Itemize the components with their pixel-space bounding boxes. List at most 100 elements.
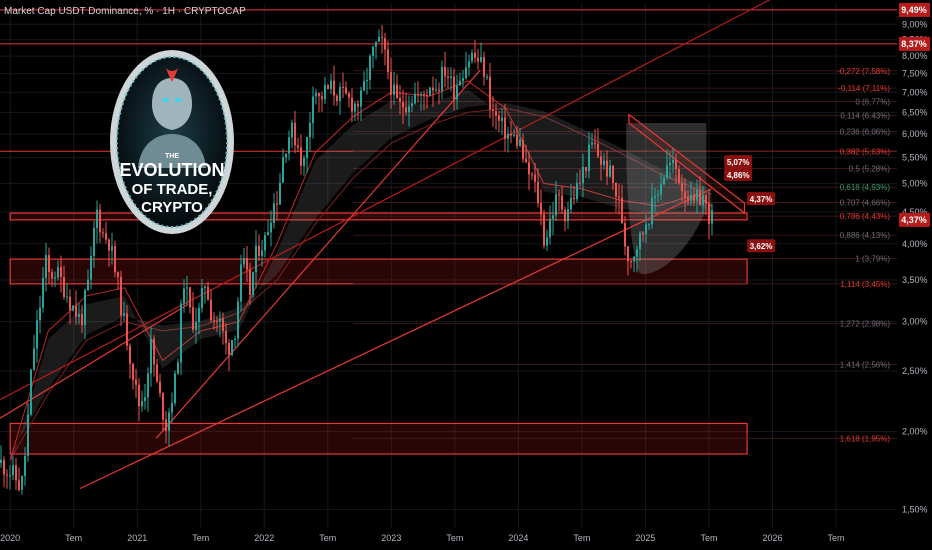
candle-body: [315, 92, 317, 97]
candle-body: [150, 338, 152, 374]
candle-body: [213, 320, 215, 322]
candle-body: [543, 214, 545, 246]
candle-body: [39, 307, 41, 321]
x-tick-label: Tem: [192, 533, 209, 543]
candle-body: [108, 239, 110, 251]
price-label: 4,37%: [901, 215, 927, 225]
trendline: [0, 0, 771, 401]
logo-text-the: THE: [165, 153, 179, 160]
candle-body: [273, 203, 275, 223]
y-tick-label: 9,00%: [902, 19, 928, 29]
candle-body: [162, 393, 164, 420]
callout-box: [747, 192, 776, 206]
candle-body: [0, 459, 2, 463]
candle-body: [216, 321, 218, 323]
candle-body: [300, 147, 302, 166]
candle-body: [642, 232, 644, 235]
candle-body: [354, 103, 356, 112]
candle-body: [210, 299, 212, 321]
candle-body: [81, 314, 83, 326]
candle-body: [630, 261, 632, 263]
x-tick-label: 2023: [381, 533, 401, 543]
candle-body: [423, 93, 425, 96]
fib-label: 0,382 (5,63%): [840, 147, 891, 156]
candle-body: [138, 384, 140, 407]
candle-body: [60, 267, 62, 278]
candle-body: [687, 197, 689, 201]
fib-label: 0,618 (4,93%): [840, 183, 891, 192]
logo-text-crypto: CRYPTO: [141, 199, 203, 216]
candle-body: [255, 245, 257, 273]
callout-box: [724, 155, 753, 169]
candle-body: [48, 255, 50, 272]
y-tick-label: 2,50%: [902, 366, 928, 376]
fib-label: 1,114 (3,45%): [840, 280, 890, 289]
candle-body: [207, 286, 209, 300]
candle-body: [516, 134, 518, 146]
candle-body: [705, 195, 707, 204]
candle-body: [177, 362, 179, 374]
candle-body: [456, 85, 458, 100]
candle-body: [276, 203, 278, 205]
candle-body: [279, 182, 281, 205]
candle-body: [663, 177, 665, 185]
callout-box: [747, 239, 776, 253]
annotations: 5,07% 4,86% 4,37% 3,62%: [724, 155, 776, 253]
candle-body: [510, 133, 512, 136]
candle-body: [30, 369, 32, 415]
y-tick-label: 2,00%: [902, 426, 928, 436]
logo-text-of-trade: OF TRADE,: [132, 181, 213, 198]
fib-label: 0,707 (4,66%): [840, 198, 891, 207]
candle-body: [180, 303, 182, 363]
candle-body: [531, 174, 533, 176]
candle-body: [411, 103, 413, 107]
candle-body: [351, 97, 353, 112]
candle-body: [27, 414, 29, 456]
candle-body: [582, 167, 584, 184]
y-tick-label: 1,50%: [902, 504, 928, 514]
x-axis: 2020 Tem 2021 Tem 2022 Tem 2023 Tem 2024 Tem 2025 T…: [0, 528, 932, 550]
candle-body: [453, 76, 455, 100]
candle-body: [21, 475, 23, 490]
moving-averages: [9, 80, 712, 461]
candle-body: [390, 72, 392, 95]
fib-label: 0,786 (4,43%): [840, 212, 891, 221]
candle-body: [507, 133, 509, 139]
candle-body: [18, 480, 20, 490]
candle-body: [75, 305, 77, 317]
candle-body: [36, 320, 38, 349]
candle-body: [444, 67, 446, 77]
candle-body: [93, 227, 95, 257]
candle-body: [672, 159, 674, 164]
candle-body: [111, 246, 113, 251]
candle-body: [3, 459, 5, 475]
candle-body: [375, 41, 377, 47]
candle-body: [357, 103, 359, 107]
candle-body: [588, 144, 590, 172]
candle-body: [624, 223, 626, 247]
candle-body: [483, 57, 485, 78]
candle-body: [99, 209, 101, 233]
candle-body: [117, 272, 119, 277]
candle-body: [144, 397, 146, 401]
candle-body: [78, 314, 80, 317]
candle-body: [222, 318, 224, 332]
candle-body: [402, 101, 404, 108]
x-tick-label: 2024: [508, 533, 528, 543]
y-tick-label: 6,00%: [902, 129, 928, 139]
candle-body: [291, 122, 293, 138]
candle-body: [648, 224, 650, 226]
logo: THE EVOLUTION OF TRADE, CRYPTO: [110, 50, 234, 234]
candle-body: [576, 182, 578, 200]
candle-body: [519, 139, 521, 146]
candle-body: [441, 67, 443, 91]
y-tick-label: 3,00%: [902, 317, 928, 327]
callout-label: 3,62%: [750, 242, 773, 251]
candle-body: [639, 232, 641, 250]
candle-body: [369, 55, 371, 80]
y-axis: 1,50% 2,00% 2,50% 3,00% 3,50% 4,00% 4,50% 5,00%…: [897, 0, 932, 550]
candle-body: [675, 159, 677, 170]
candle-body: [333, 80, 335, 96]
candle-body: [309, 122, 311, 138]
